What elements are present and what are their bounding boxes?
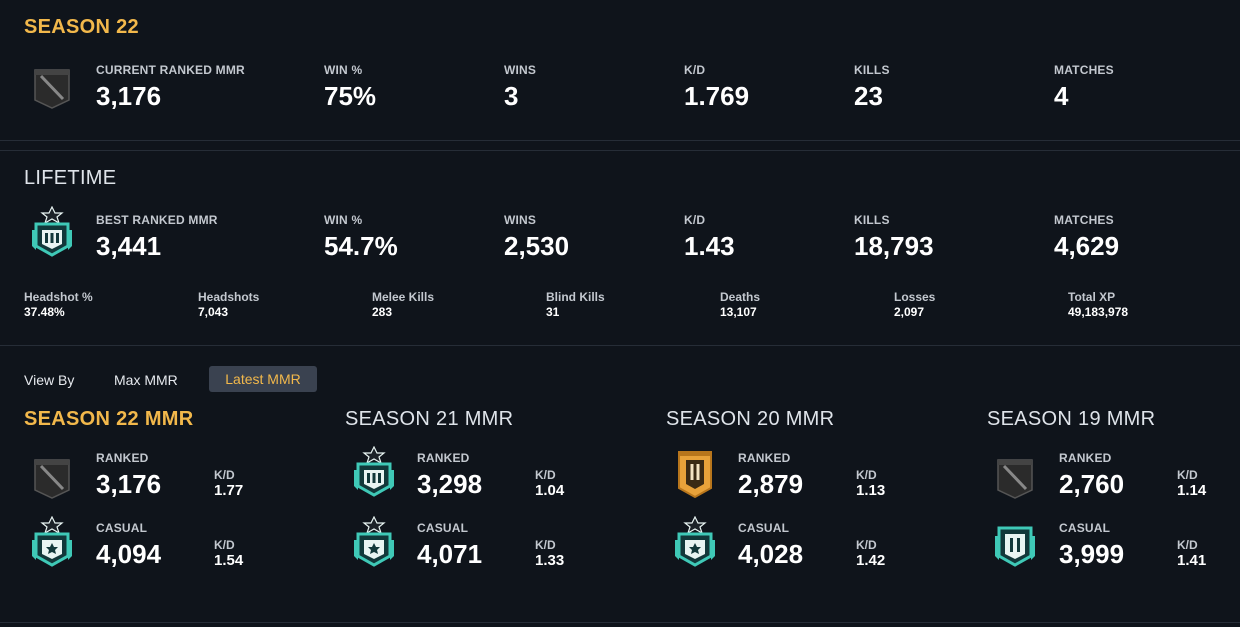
headshot-pct-label: Headshot % [24, 290, 93, 304]
ranked-mmr-value: 3,176 [96, 469, 162, 499]
view-by-label: View By [24, 372, 75, 388]
casual-kd-label: K/D [214, 538, 235, 552]
max-mmr-toggle[interactable]: Max MMR [114, 372, 178, 388]
ranked-mmr-value: 2,879 [738, 469, 804, 499]
divider [0, 140, 1240, 141]
casual-mmr-value: 4,028 [738, 539, 804, 569]
champion-star-icon [30, 516, 74, 568]
season-matches-value: 4 [1054, 81, 1069, 111]
ranked-label: RANKED [417, 451, 470, 465]
diamond-rank-icon [352, 446, 396, 498]
season-kills-label: KILLS [854, 63, 890, 77]
lifetime-kills-label: KILLS [854, 213, 890, 227]
diamond-rank-icon [30, 206, 74, 258]
current-ranked-mmr-label: CURRENT RANKED MMR [96, 63, 245, 77]
casual-kd-value: 1.54 [214, 552, 244, 569]
ranked-kd-value: 1.77 [214, 482, 244, 499]
casual-kd-value: 1.41 [1177, 552, 1207, 569]
losses-label: Losses [894, 290, 936, 304]
headshots-label: Headshots [198, 290, 260, 304]
casual-label: CASUAL [738, 521, 790, 535]
gold-rank-icon [673, 448, 717, 500]
season-win-pct-value: 75% [324, 81, 377, 111]
season-win-pct-label: WIN % [324, 63, 363, 77]
divider [0, 622, 1240, 623]
season-mmr-title: SEASON 22 MMR [24, 408, 194, 430]
season-mmr-title: SEASON 21 MMR [345, 408, 514, 430]
total-xp-label: Total XP [1068, 290, 1116, 304]
lifetime-win-pct-label: WIN % [324, 213, 363, 227]
losses-value: 2,097 [894, 305, 925, 319]
melee-kills-value: 283 [372, 305, 393, 319]
lifetime-wins-value: 2,530 [504, 231, 570, 261]
casual-kd-value: 1.33 [535, 552, 565, 569]
season-kd-value: 1.769 [684, 81, 750, 111]
champion-star-icon [673, 516, 717, 568]
casual-mmr-value: 4,071 [417, 539, 483, 569]
ranked-mmr-value: 3,298 [417, 469, 483, 499]
casual-label: CASUAL [417, 521, 469, 535]
headshots-value: 7,043 [198, 305, 229, 319]
lifetime-kills-value: 18,793 [854, 231, 934, 261]
lifetime-kd-label: K/D [684, 213, 706, 227]
best-ranked-mmr-label: BEST RANKED MMR [96, 213, 218, 227]
ranked-kd-label: K/D [214, 468, 235, 482]
casual-mmr-value: 3,999 [1059, 539, 1125, 569]
blind-kills-value: 31 [546, 305, 560, 319]
season-matches-label: MATCHES [1054, 63, 1114, 77]
unranked-banner-icon [995, 456, 1035, 500]
lifetime-title: LIFETIME [24, 167, 117, 189]
diamond-rank-icon [993, 516, 1037, 568]
ranked-kd-label: K/D [1177, 468, 1198, 482]
casual-kd-label: K/D [1177, 538, 1198, 552]
unranked-banner-icon [32, 66, 72, 110]
season-wins-label: WINS [504, 63, 537, 77]
total-xp-value: 49,183,978 [1068, 305, 1129, 319]
champion-star-icon [352, 516, 396, 568]
casual-kd-value: 1.42 [856, 552, 886, 569]
casual-mmr-value: 4,094 [96, 539, 162, 569]
ranked-kd-label: K/D [535, 468, 556, 482]
season-wins-value: 3 [504, 81, 519, 111]
lifetime-wins-label: WINS [504, 213, 537, 227]
melee-kills-label: Melee Kills [372, 290, 435, 304]
season-mmr-title: SEASON 19 MMR [987, 408, 1156, 430]
ranked-label: RANKED [96, 451, 149, 465]
divider [0, 150, 1240, 151]
season-kills-value: 23 [854, 81, 883, 111]
latest-mmr-toggle[interactable]: Latest MMR [209, 366, 317, 392]
lifetime-matches-value: 4,629 [1054, 231, 1120, 261]
current-ranked-mmr-value: 3,176 [96, 81, 162, 111]
divider [0, 345, 1240, 346]
deaths-value: 13,107 [720, 305, 757, 319]
ranked-kd-value: 1.04 [535, 482, 565, 499]
ranked-label: RANKED [1059, 451, 1112, 465]
headshot-pct-value: 37.48% [24, 305, 65, 319]
ranked-mmr-value: 2,760 [1059, 469, 1125, 499]
blind-kills-label: Blind Kills [546, 290, 605, 304]
ranked-label: RANKED [738, 451, 791, 465]
ranked-kd-label: K/D [856, 468, 877, 482]
lifetime-win-pct-value: 54.7% [324, 231, 398, 261]
ranked-kd-value: 1.13 [856, 482, 886, 499]
ranked-kd-value: 1.14 [1177, 482, 1207, 499]
casual-label: CASUAL [96, 521, 148, 535]
casual-kd-label: K/D [535, 538, 556, 552]
casual-label: CASUAL [1059, 521, 1111, 535]
unranked-banner-icon [32, 456, 72, 500]
season-kd-label: K/D [684, 63, 706, 77]
season-title: SEASON 22 [24, 16, 139, 38]
lifetime-kd-value: 1.43 [684, 231, 735, 261]
best-ranked-mmr-value: 3,441 [96, 231, 162, 261]
lifetime-matches-label: MATCHES [1054, 213, 1114, 227]
casual-kd-label: K/D [856, 538, 877, 552]
season-mmr-title: SEASON 20 MMR [666, 408, 835, 430]
deaths-label: Deaths [720, 290, 761, 304]
